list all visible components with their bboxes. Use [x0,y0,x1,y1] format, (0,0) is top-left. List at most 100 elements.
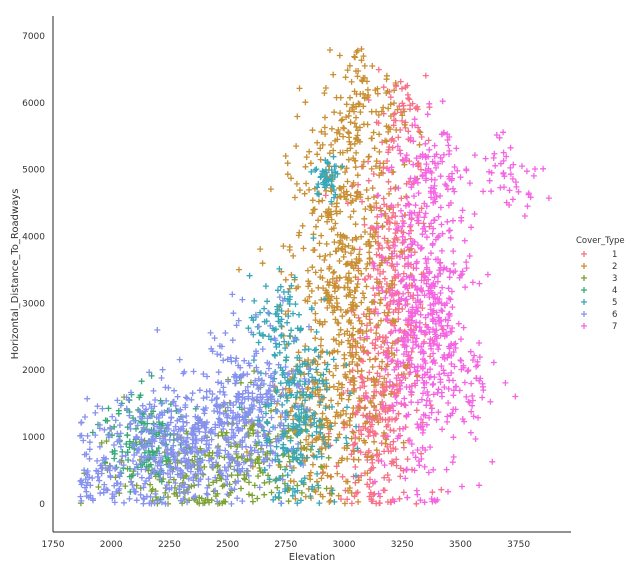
scatter-point [291,403,298,410]
scatter-point [368,224,375,231]
scatter-point [447,200,454,206]
scatter-point [333,163,339,170]
scatter-point [404,194,410,201]
scatter-point [307,469,314,476]
scatter-point [445,385,452,392]
scatter-point [358,270,365,277]
scatter-point [436,296,443,303]
scatter-point [447,296,454,303]
scatter-point [435,386,442,393]
scatter-point [327,497,334,504]
scatter-point [206,457,213,464]
scatter-point [284,171,291,178]
scatter-point [454,167,461,174]
scatter-point [342,249,349,255]
scatter-point [411,249,418,256]
scatter-point [254,368,261,375]
scatter-point [354,193,360,200]
scatter-point [366,369,373,376]
scatter-point [146,500,153,507]
scatter-point [392,394,399,400]
scatter-point [368,165,375,172]
scatter-point [285,422,292,429]
scatter-point [348,500,355,507]
scatter-point [343,196,350,203]
scatter-point [312,317,319,324]
scatter-point [469,393,476,399]
scatter-point [368,207,375,214]
scatter-point [413,335,420,342]
scatter-point [301,190,308,197]
scatter-point [333,437,340,444]
scatter-point [357,344,364,351]
scatter-point [426,398,433,404]
scatter-point [157,435,163,442]
scatter-point [421,499,428,506]
scatter-point [297,451,304,458]
scatter-point [350,179,357,186]
scatter-point [457,357,464,364]
x-tick-label: 2750 [274,540,297,550]
scatter-point [103,455,109,462]
scatter-point [146,401,153,408]
scatter-point [338,384,345,391]
scatter-point [199,457,206,464]
scatter-point [302,99,309,106]
scatter-point [335,400,341,407]
scatter-point [286,370,292,377]
scatter-point [163,482,170,489]
scatter-point [352,274,359,281]
scatter-point [213,459,220,466]
scatter-point [260,448,267,455]
scatter-point [322,131,329,137]
scatter-point [284,397,290,404]
scatter-point [277,464,284,470]
scatter-point [264,396,271,403]
scatter-point [380,268,387,275]
scatter-point [367,320,374,327]
scatter-point [419,429,426,436]
scatter-point [377,262,384,269]
scatter-point [176,450,182,457]
scatter-point [381,235,388,242]
scatter-point [250,381,257,388]
scatter-point [95,468,101,475]
scatter-point [333,208,339,215]
scatter-point [319,348,326,355]
scatter-point [382,213,389,219]
scatter-point [349,358,356,365]
scatter-point [469,279,476,286]
scatter-point [303,436,310,443]
scatter-point [261,318,268,325]
scatter-point [429,242,436,249]
scatter-point [352,288,359,295]
scatter-point [362,439,369,446]
scatter-point [246,452,253,459]
scatter-point [123,405,130,412]
scatter-point [363,328,370,335]
scatter-point [417,497,424,504]
scatter-point [427,366,434,373]
scatter-point [356,355,363,362]
scatter-point [411,467,418,474]
scatter-point [267,336,274,343]
scatter-point [431,374,438,381]
scatter-point [404,91,411,98]
scatter-point [418,416,424,423]
scatter-point [146,474,153,481]
scatter-point [463,265,470,272]
scatter-point [280,425,287,432]
scatter-point [370,464,377,471]
scatter-point [340,420,347,427]
scatter-point [138,453,145,460]
x-tick-label: 3250 [391,540,414,550]
scatter-point [363,187,370,193]
scatter-point [351,140,358,147]
scatter-point [348,278,355,285]
scatter-point [255,473,262,480]
scatter-point [217,419,224,426]
scatter-point [252,311,259,318]
scatter-point [323,380,330,387]
scatter-point [404,244,411,251]
scatter-point [422,412,429,419]
